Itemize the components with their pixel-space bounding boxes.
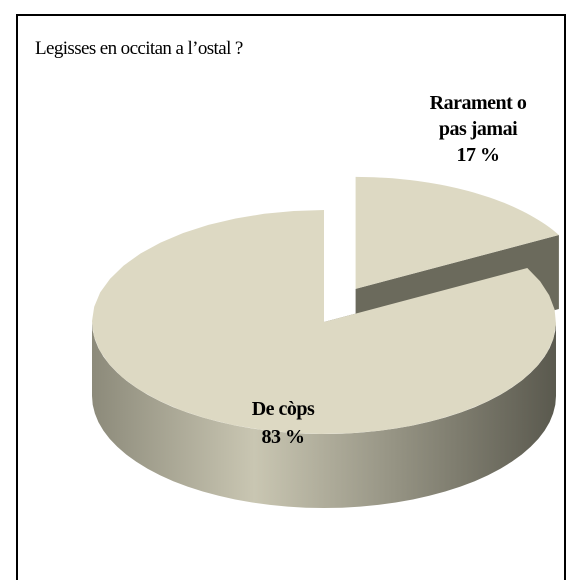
slice-side: [92, 322, 556, 508]
slice: [92, 210, 556, 508]
slice-value-label: 17 %: [456, 144, 501, 166]
slice-top: [92, 210, 556, 434]
slice-label: Rarament o pas jamai: [429, 92, 527, 140]
chart-title: Legisses en occitan a l’ostal ?: [35, 38, 243, 59]
slice-label: De còps: [251, 398, 315, 420]
frame: [16, 14, 566, 580]
slice-value-label: 83 %: [261, 426, 306, 448]
slice-top: [355, 176, 559, 289]
